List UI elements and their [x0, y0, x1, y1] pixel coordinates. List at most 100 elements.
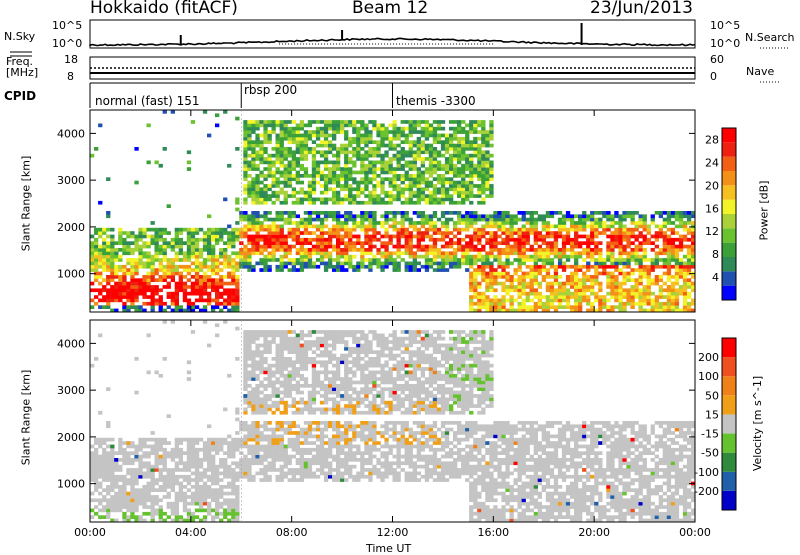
velocity-cell: [263, 472, 267, 476]
power-cell: [393, 211, 397, 215]
power-cell: [667, 278, 671, 282]
power-cell: [235, 285, 239, 289]
power-cell: [332, 154, 336, 158]
power-cell: [546, 221, 550, 225]
power-cell: [243, 235, 247, 239]
power-cell: [312, 157, 316, 161]
velocity-cell: [280, 364, 284, 368]
power-cell: [151, 265, 155, 269]
power-cell: [247, 187, 251, 191]
power-cell: [368, 130, 372, 134]
velocity-cell: [114, 485, 118, 489]
power-cell: [376, 251, 380, 255]
power-cell: [223, 305, 227, 309]
power-cell: [280, 130, 284, 134]
power-cell: [227, 275, 231, 279]
power-cell: [590, 211, 594, 215]
power-cell: [384, 255, 388, 259]
velocity-cell: [276, 344, 280, 348]
velocity-cell: [284, 431, 288, 435]
velocity-cell: [114, 465, 118, 469]
power-cell: [409, 225, 413, 229]
power-cell: [368, 241, 372, 245]
velocity-cell: [106, 461, 110, 465]
power-cell: [340, 130, 344, 134]
power-cell: [397, 157, 401, 161]
power-cell: [675, 299, 679, 303]
velocity-cell: [255, 347, 259, 351]
power-cell: [171, 292, 175, 296]
power-cell: [393, 214, 397, 218]
power-cell: [268, 154, 272, 158]
velocity-cell: [147, 334, 151, 338]
power-cell: [655, 258, 659, 262]
power-cell: [554, 292, 558, 296]
power-cell: [231, 302, 235, 306]
power-cell: [259, 134, 263, 138]
velocity-cell: [163, 455, 167, 459]
power-cell: [147, 282, 151, 286]
power-cell: [368, 258, 372, 262]
power-cell: [352, 147, 356, 151]
power-cell: [598, 282, 602, 286]
power-cell: [473, 130, 477, 134]
power-cell: [651, 278, 655, 282]
velocity-cell: [118, 505, 122, 509]
velocity-cell: [195, 475, 199, 479]
power-cell: [255, 184, 259, 188]
velocity-cell: [147, 498, 151, 502]
power-cell: [280, 161, 284, 165]
power-cell: [429, 134, 433, 138]
power-cell: [622, 231, 626, 235]
power-cell: [510, 275, 514, 279]
power-cell: [566, 295, 570, 299]
power-cell: [614, 238, 618, 242]
velocity-cell: [284, 357, 288, 361]
power-cell: [622, 272, 626, 276]
power-cell: [167, 285, 171, 289]
power-cell: [231, 238, 235, 242]
power-cell: [449, 201, 453, 205]
power-cell: [449, 147, 453, 151]
power-cell: [578, 221, 582, 225]
power-cell: [376, 134, 380, 138]
power-cell: [550, 258, 554, 262]
velocity-cell: [207, 344, 211, 348]
velocity-cell: [151, 502, 155, 506]
power-cell: [574, 272, 578, 276]
power-cell: [296, 248, 300, 252]
velocity-cell: [215, 451, 219, 455]
power-cell: [308, 201, 312, 205]
power-cell: [635, 295, 639, 299]
power-cell: [312, 174, 316, 178]
power-cell: [380, 164, 384, 168]
power-cell: [530, 292, 534, 296]
velocity-cell: [138, 475, 142, 479]
power-cell: [211, 265, 215, 269]
velocity-cell: [122, 451, 126, 455]
power-cell: [276, 177, 280, 181]
power-cell: [340, 221, 344, 225]
velocity-cell: [280, 475, 284, 479]
power-cell: [606, 225, 610, 229]
power-cell: [635, 235, 639, 239]
velocity-cell: [227, 465, 231, 469]
power-cell: [465, 161, 469, 165]
power-cell: [421, 255, 425, 259]
power-cell: [255, 191, 259, 195]
velocity-cell: [259, 350, 263, 354]
power-cell: [582, 292, 586, 296]
velocity-cell: [110, 438, 114, 442]
velocity-cell: [263, 397, 267, 401]
power-cell: [453, 248, 457, 252]
power-cell: [276, 194, 280, 198]
power-cell: [667, 221, 671, 225]
power-cell: [586, 302, 590, 306]
power-cell: [578, 285, 582, 289]
velocity-cell: [227, 502, 231, 506]
power-cell: [546, 275, 550, 279]
velocity-cell: [98, 485, 102, 489]
power-cell: [247, 164, 251, 168]
power-cell: [332, 265, 336, 269]
power-cell: [195, 258, 199, 262]
